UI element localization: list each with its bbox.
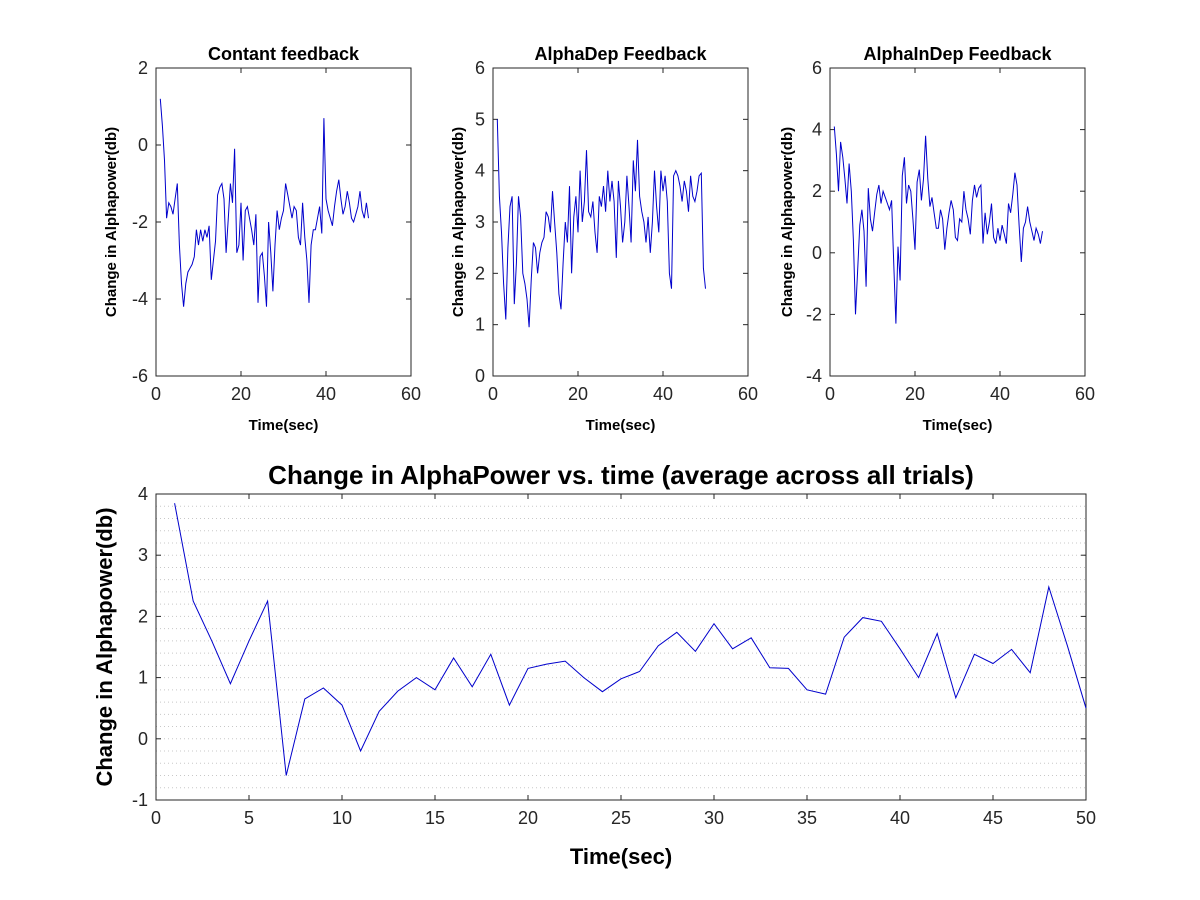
y-tick-label: 2 [812, 181, 822, 201]
x-tick-label: 40 [890, 808, 910, 828]
y-tick-label: 2 [475, 263, 485, 283]
x-axis-label: Time(sec) [249, 417, 319, 434]
x-tick-label: 20 [568, 384, 588, 404]
x-tick-label: 60 [401, 384, 421, 404]
chart-title: AlphaDep Feedback [534, 44, 707, 64]
y-tick-label: -1 [132, 790, 148, 810]
chart-title: AlphaInDep Feedback [863, 44, 1052, 64]
y-tick-label: 0 [138, 729, 148, 749]
y-tick-label: 2 [138, 58, 148, 78]
x-axis-label: Time(sec) [923, 417, 993, 434]
y-tick-label: 2 [138, 606, 148, 626]
y-tick-label: 1 [475, 315, 485, 335]
x-tick-label: 0 [151, 808, 161, 828]
y-tick-label: 3 [138, 545, 148, 565]
y-tick-label: 0 [812, 243, 822, 263]
y-tick-label: 1 [138, 668, 148, 688]
x-tick-label: 0 [151, 384, 161, 404]
x-tick-label: 40 [990, 384, 1010, 404]
x-tick-label: 60 [1075, 384, 1095, 404]
x-tick-label: 10 [332, 808, 352, 828]
data-line [496, 119, 706, 328]
y-tick-label: -6 [132, 366, 148, 386]
x-tick-label: 40 [316, 384, 336, 404]
data-line [174, 503, 1087, 776]
x-tick-label: 25 [611, 808, 631, 828]
x-tick-label: 45 [983, 808, 1003, 828]
x-axis-label: Time(sec) [586, 417, 656, 434]
data-line [833, 126, 1043, 324]
axes-box [492, 67, 749, 377]
chart-title: Change in AlphaPower vs. time (average a… [268, 460, 974, 490]
y-tick-label: 6 [812, 58, 822, 78]
x-tick-label: 35 [797, 808, 817, 828]
x-tick-label: 50 [1076, 808, 1096, 828]
x-tick-label: 0 [488, 384, 498, 404]
x-tick-label: 20 [905, 384, 925, 404]
y-tick-label: -4 [132, 289, 148, 309]
data-line [159, 98, 369, 307]
x-tick-label: 15 [425, 808, 445, 828]
axes-box [155, 67, 412, 377]
y-tick-label: -2 [132, 212, 148, 232]
y-tick-label: -4 [806, 366, 822, 386]
y-axis-label: Change in Alphapower(db) [92, 507, 117, 786]
x-tick-label: 40 [653, 384, 673, 404]
chart-panel-1: 0 20 40 60 -6 -4 -2 0 2 Contant feedback Time(sec)… [103, 44, 421, 434]
x-tick-label: 20 [518, 808, 538, 828]
x-axis-label: Time(sec) [570, 844, 672, 869]
x-tick-label: 20 [231, 384, 251, 404]
y-tick-label: 3 [475, 212, 485, 232]
x-tick-label: 60 [738, 384, 758, 404]
x-tick-label: 5 [244, 808, 254, 828]
chart-panel-2: 0 20 40 60 0 1 2 3 4 5 6 AlphaDep Feedback Time(sec)… [450, 44, 758, 434]
x-tick-label: 0 [825, 384, 835, 404]
y-tick-label: 6 [475, 58, 485, 78]
y-axis-label: Change in Alphapower(db) [779, 127, 796, 317]
y-axis-label: Change in Alphapower(db) [450, 127, 467, 317]
x-tick-label: 30 [704, 808, 724, 828]
axes-box [155, 493, 1087, 801]
y-tick-label: 4 [475, 161, 485, 181]
chart-panel-3: 0 20 40 60 -4 -2 0 2 4 6 AlphaInDep Feedback Time(s… [779, 44, 1095, 434]
y-tick-label: 0 [475, 366, 485, 386]
y-tick-label: 4 [812, 120, 822, 140]
y-tick-label: 4 [138, 484, 148, 504]
y-tick-label: 0 [138, 135, 148, 155]
y-axis-label: Change in Alphapower(db) [103, 127, 120, 317]
chart-title: Contant feedback [208, 44, 360, 64]
y-tick-label: 5 [475, 109, 485, 129]
axes-box [829, 67, 1086, 377]
y-tick-label: -2 [806, 304, 822, 324]
